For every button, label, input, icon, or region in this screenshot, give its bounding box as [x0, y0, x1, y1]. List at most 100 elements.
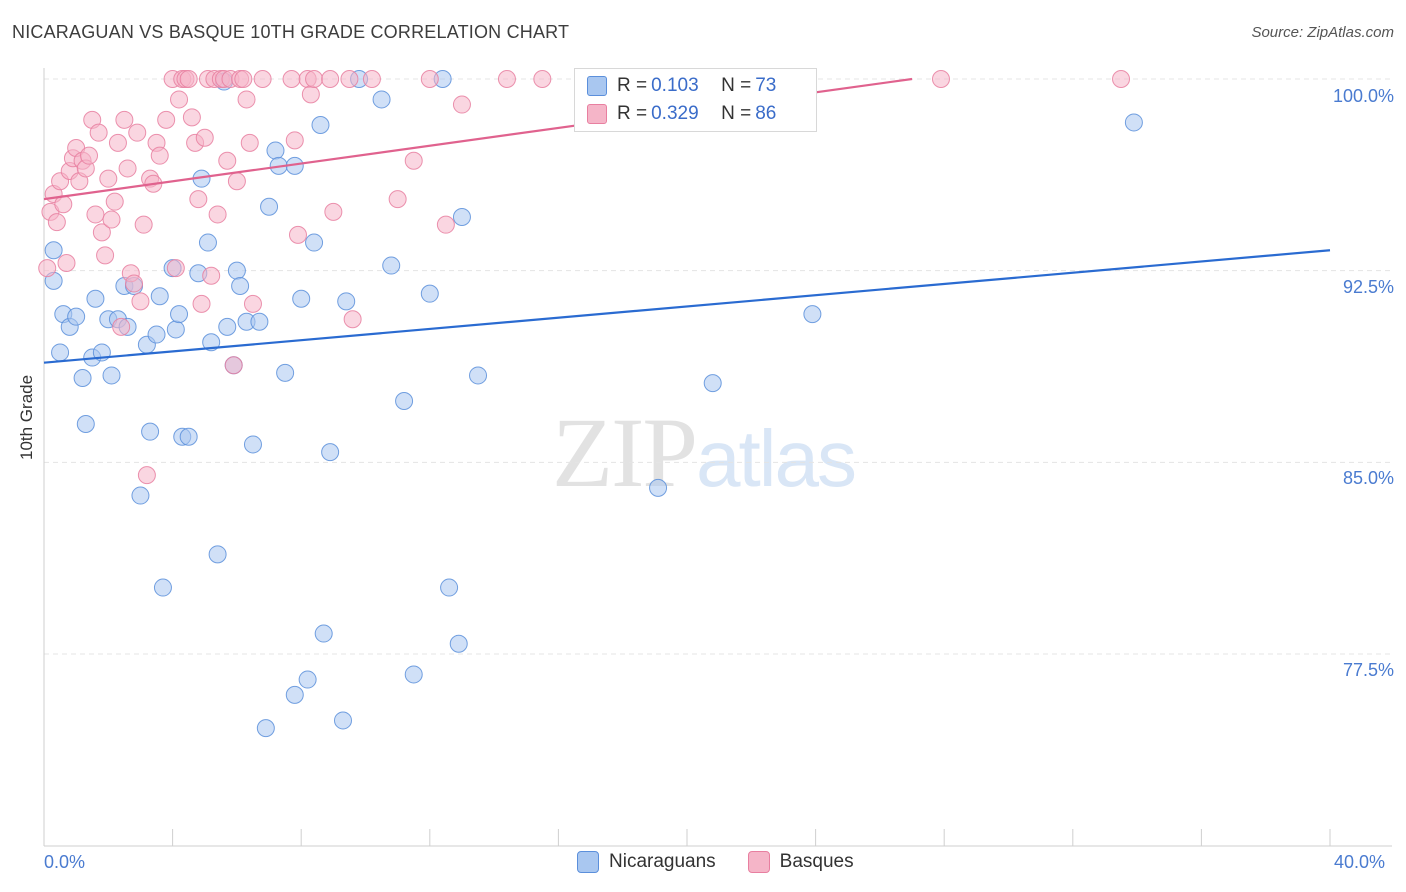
point-nicaraguans: [703, 374, 722, 393]
point-nicaraguans: [76, 415, 95, 433]
point-basques: [195, 128, 214, 147]
point-basques: [157, 110, 176, 129]
point-nicaraguans: [73, 369, 92, 387]
point-basques: [128, 123, 147, 142]
watermark-zip: ZIP: [552, 397, 698, 508]
point-basques: [218, 151, 237, 170]
point-nicaraguans: [170, 305, 189, 324]
point-basques: [931, 70, 950, 88]
point-basques: [189, 190, 208, 209]
point-nicaraguans: [231, 277, 250, 295]
point-nicaraguans: [285, 685, 304, 704]
point-basques: [115, 110, 134, 129]
point-basques: [57, 254, 76, 272]
point-nicaraguans: [440, 578, 459, 597]
point-basques: [497, 70, 516, 88]
point-nicaraguans: [86, 289, 105, 308]
stats-legend: R = 0.103 N = 73 R = 0.329 N = 86: [574, 68, 817, 132]
legend-swatch-nicaraguans: [577, 851, 599, 873]
point-basques: [301, 85, 320, 104]
point-basques: [38, 259, 57, 278]
point-basques: [404, 151, 423, 170]
point-basques: [343, 310, 362, 329]
legend-r-value: 0.329: [651, 103, 699, 124]
legend-item-nicaraguans[interactable]: Nicaraguans: [577, 851, 716, 873]
point-basques: [192, 294, 211, 313]
point-basques: [131, 292, 150, 311]
point-nicaraguans: [266, 141, 285, 160]
point-basques: [150, 146, 169, 165]
point-basques: [137, 466, 156, 485]
point-nicaraguans: [420, 284, 439, 303]
y-tick-label-92: 92.5%: [1342, 277, 1394, 297]
point-nicaraguans: [218, 317, 237, 336]
x-tick-label-max: 40.0%: [1334, 852, 1386, 872]
point-basques: [112, 317, 131, 336]
legend-n-label: N =: [721, 75, 752, 96]
point-basques: [288, 225, 307, 244]
point-basques: [89, 123, 108, 142]
point-basques: [125, 274, 144, 293]
point-nicaraguans: [150, 287, 169, 306]
point-nicaraguans: [276, 363, 295, 382]
point-basques: [208, 205, 227, 224]
point-nicaraguans: [311, 116, 330, 134]
legend-label-basques: Basques: [779, 851, 854, 872]
point-basques: [340, 70, 359, 88]
point-nicaraguans: [202, 333, 221, 352]
point-basques: [420, 70, 439, 88]
legend-n-label: N =: [721, 103, 752, 124]
point-nicaraguans: [67, 307, 86, 326]
point-nicaraguans: [260, 197, 279, 216]
point-basques: [240, 133, 259, 152]
point-nicaraguans: [227, 261, 246, 280]
point-nicaraguans: [208, 545, 227, 564]
point-nicaraguans: [298, 670, 317, 689]
point-basques: [362, 70, 381, 88]
point-basques: [166, 259, 185, 278]
point-basques: [96, 246, 115, 265]
y-tick-label-100: 100.0%: [1332, 86, 1394, 106]
legend-swatch-nicaraguans: [587, 76, 607, 96]
legend-row-nicaraguans: R = 0.103 N = 73: [587, 73, 776, 99]
point-basques: [285, 131, 304, 150]
point-basques: [227, 172, 246, 191]
legend-r-value: 0.103: [651, 75, 699, 96]
x-tick-label-min: 0.0%: [44, 852, 86, 872]
point-basques: [533, 70, 552, 88]
series-legend: Nicaraguans Basques: [577, 851, 886, 873]
point-nicaraguans: [1124, 113, 1143, 132]
point-basques: [202, 266, 221, 285]
point-nicaraguans: [166, 320, 185, 339]
point-basques: [237, 90, 256, 109]
point-basques: [134, 215, 153, 234]
point-basques: [99, 169, 118, 188]
point-basques: [86, 205, 105, 224]
point-basques: [80, 146, 99, 165]
point-basques: [92, 223, 111, 242]
point-basques: [102, 210, 121, 229]
axes: [43, 68, 1392, 847]
watermark-atlas: atlas: [696, 414, 857, 503]
point-basques: [1112, 70, 1131, 88]
point-basques: [234, 70, 253, 88]
point-basques: [305, 70, 324, 88]
y-tick-label-85: 85.0%: [1342, 468, 1394, 488]
point-nicaraguans: [469, 366, 488, 385]
point-basques: [179, 70, 198, 88]
point-basques: [224, 356, 243, 375]
legend-label-nicaraguans: Nicaraguans: [609, 851, 716, 872]
point-nicaraguans: [449, 634, 468, 653]
y-axis-label: 10th Grade: [17, 374, 36, 460]
point-nicaraguans: [337, 292, 356, 311]
point-basques: [436, 215, 455, 234]
legend-n-value: 86: [755, 103, 777, 124]
y-tick-label-77: 77.5%: [1342, 660, 1394, 680]
legend-r-label: R =: [617, 103, 648, 124]
point-nicaraguans: [803, 305, 822, 324]
legend-row-basques: R = 0.329 N = 86: [587, 101, 776, 127]
legend-item-basques[interactable]: Basques: [747, 851, 854, 873]
point-nicaraguans: [147, 325, 166, 344]
point-nicaraguans: [51, 343, 70, 362]
